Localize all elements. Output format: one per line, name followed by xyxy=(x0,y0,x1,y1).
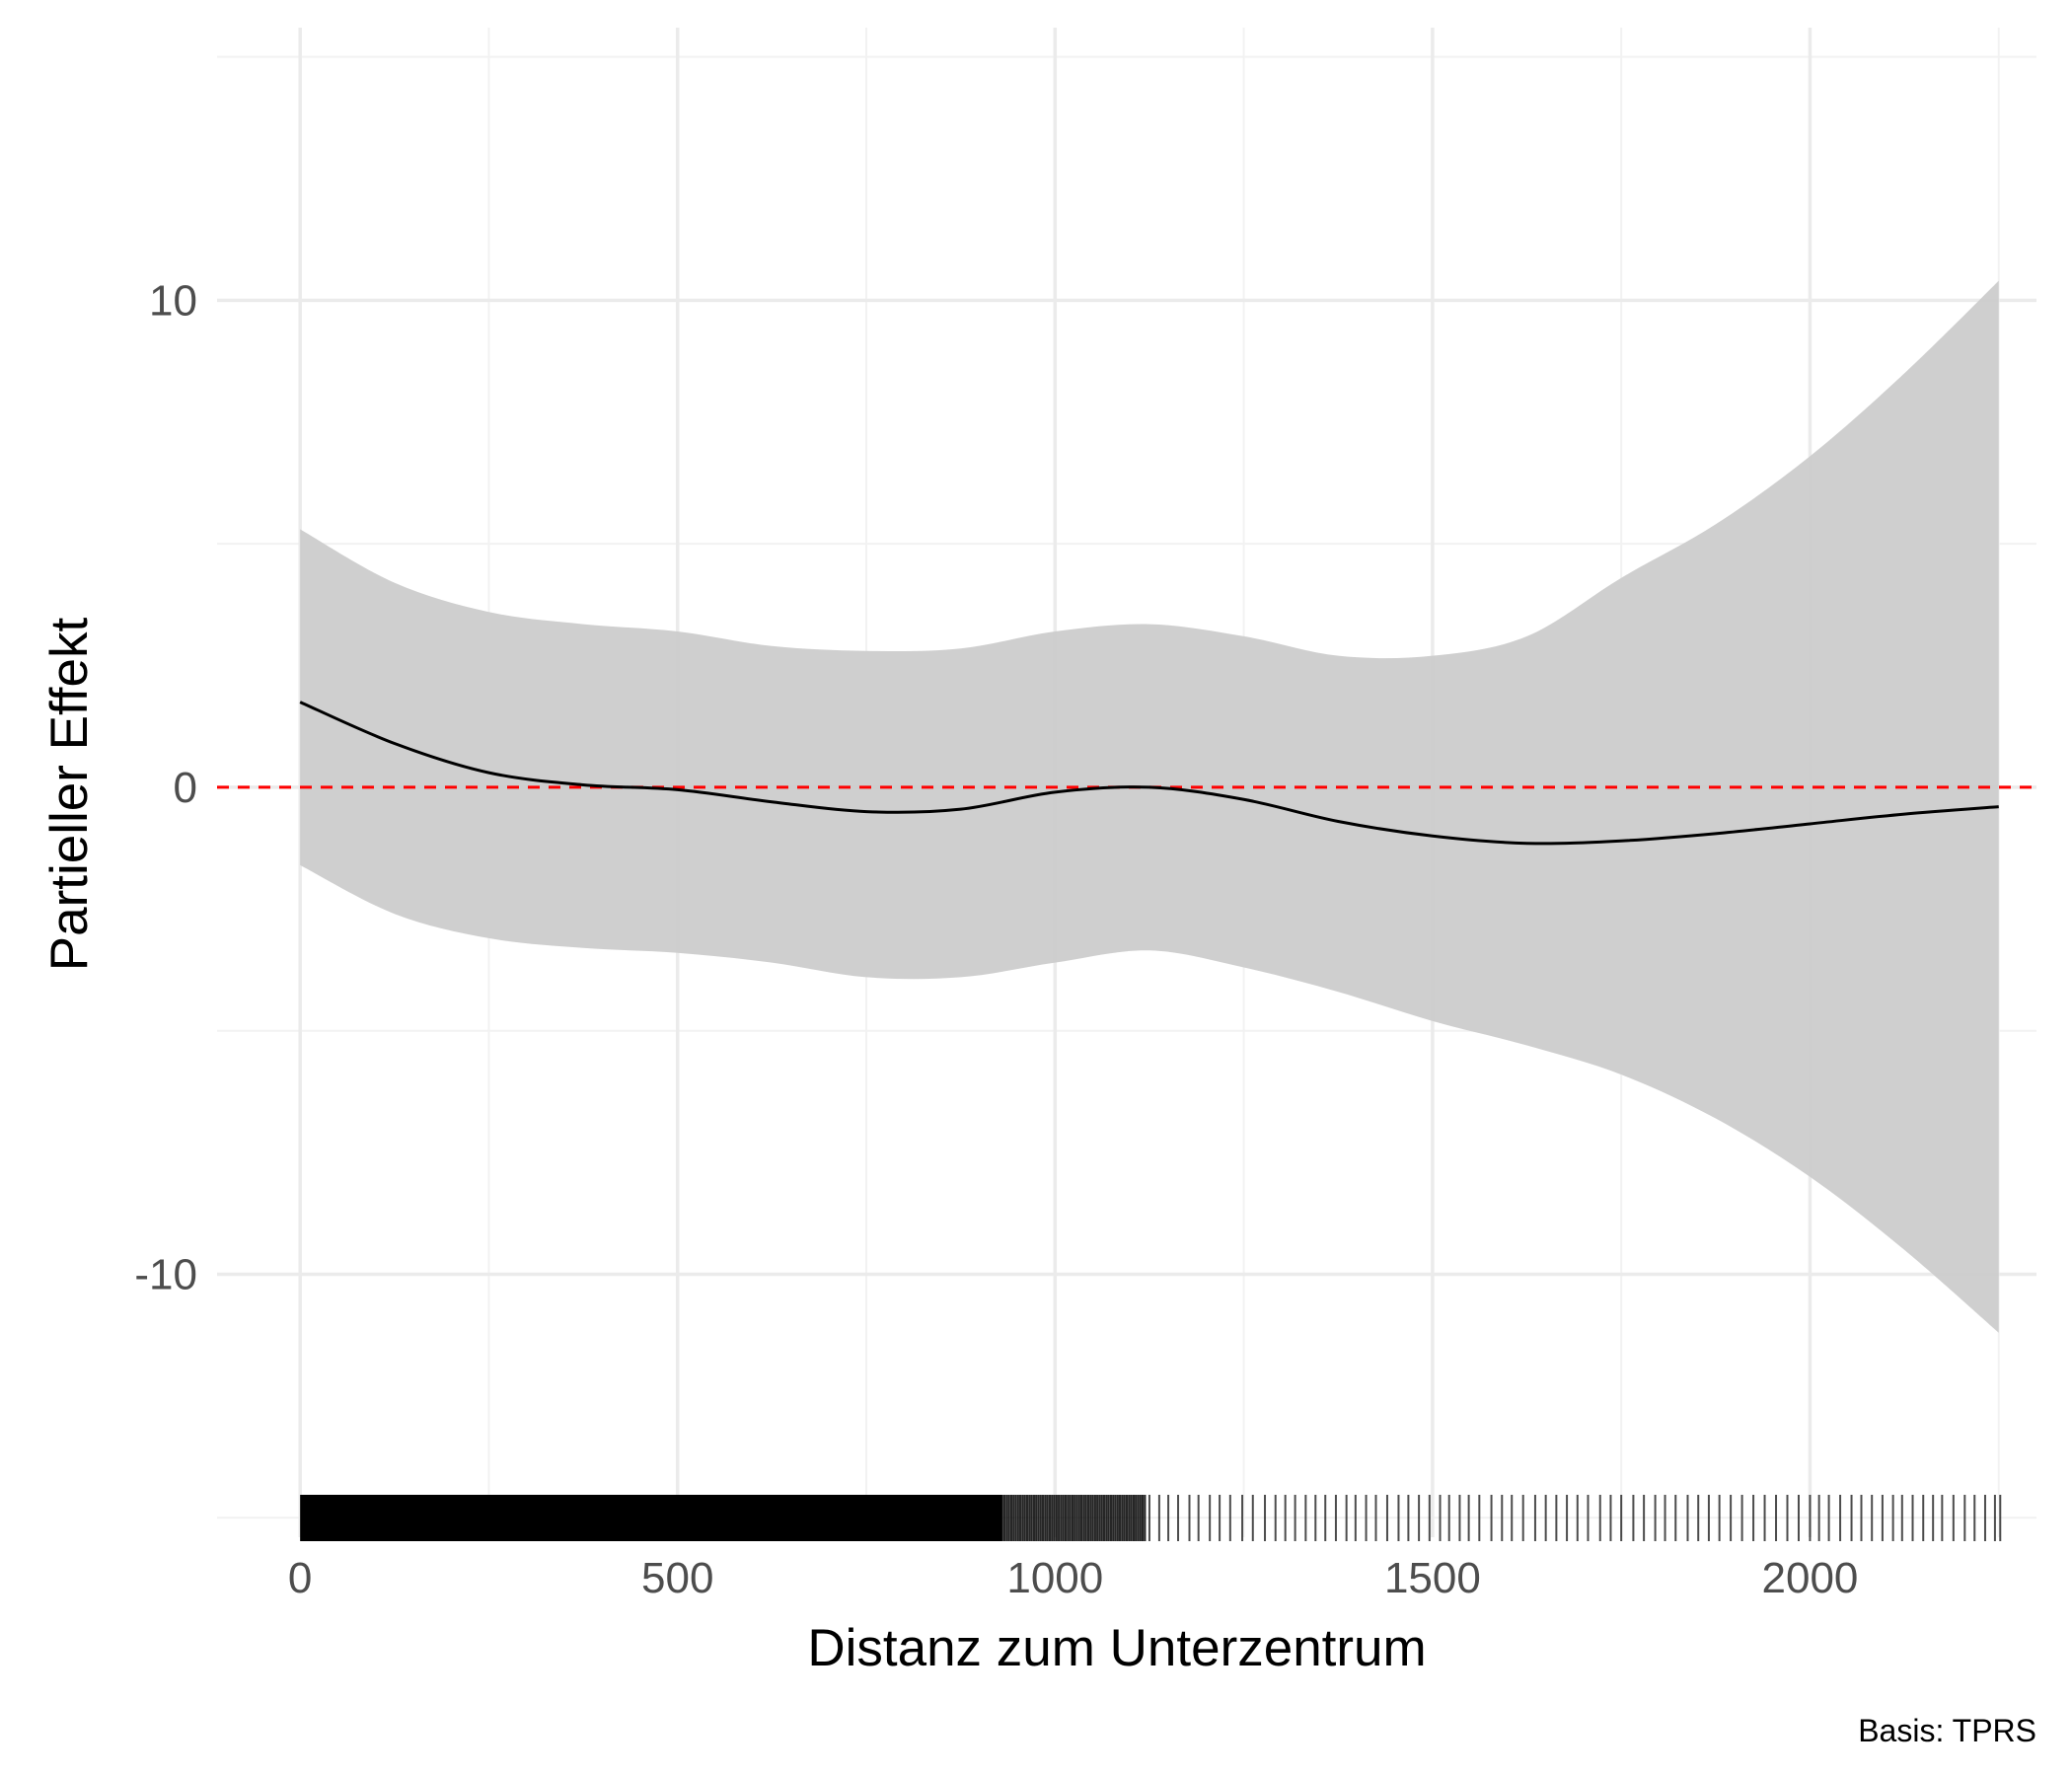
rug-marks xyxy=(300,1495,2002,1541)
y-axis-title: Partieller Effekt xyxy=(40,618,99,972)
x-tick-label: 1500 xyxy=(1384,1554,1481,1602)
y-tick-label: 0 xyxy=(174,764,197,812)
rug-dense-block xyxy=(300,1495,1002,1541)
confidence-band xyxy=(300,280,1999,1333)
y-tick-label: 10 xyxy=(149,276,197,325)
partial-effect-line xyxy=(299,701,1999,846)
x-tick-label: 500 xyxy=(641,1554,713,1602)
x-tick-label: 1000 xyxy=(1006,1554,1103,1602)
x-tick-label: 2000 xyxy=(1762,1554,1859,1602)
x-tick-label: 0 xyxy=(288,1554,312,1602)
y-axis-tick-labels: -10 0 10 xyxy=(134,276,197,1298)
x-axis-title: Distanz zum Unterzentrum xyxy=(807,1619,1426,1677)
caption: Basis: TPRS xyxy=(1858,1713,2036,1748)
x-axis-tick-labels: 0 500 1000 1500 2000 xyxy=(288,1554,1858,1602)
y-tick-label: -10 xyxy=(134,1250,197,1298)
